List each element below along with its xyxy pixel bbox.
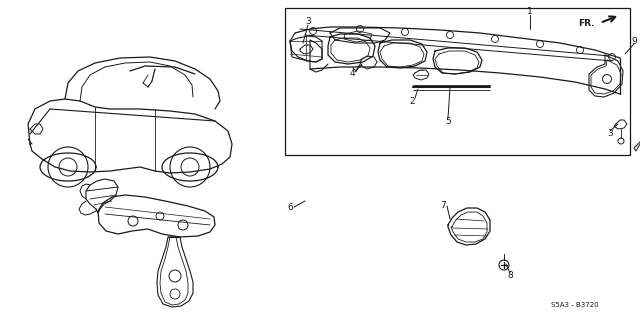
Bar — [285, 8, 630, 155]
Text: 2: 2 — [409, 97, 415, 106]
Text: 1: 1 — [527, 8, 533, 17]
Text: 7: 7 — [440, 202, 446, 211]
Text: 6: 6 — [287, 203, 293, 211]
Text: 4: 4 — [349, 70, 355, 78]
Text: 5: 5 — [445, 116, 451, 125]
Text: S5A3 - B3720: S5A3 - B3720 — [551, 302, 599, 308]
Text: 3: 3 — [305, 18, 311, 26]
Text: 8: 8 — [507, 271, 513, 280]
Text: 3: 3 — [607, 130, 613, 138]
Text: FR.: FR. — [578, 19, 595, 28]
Text: 9: 9 — [631, 36, 637, 46]
